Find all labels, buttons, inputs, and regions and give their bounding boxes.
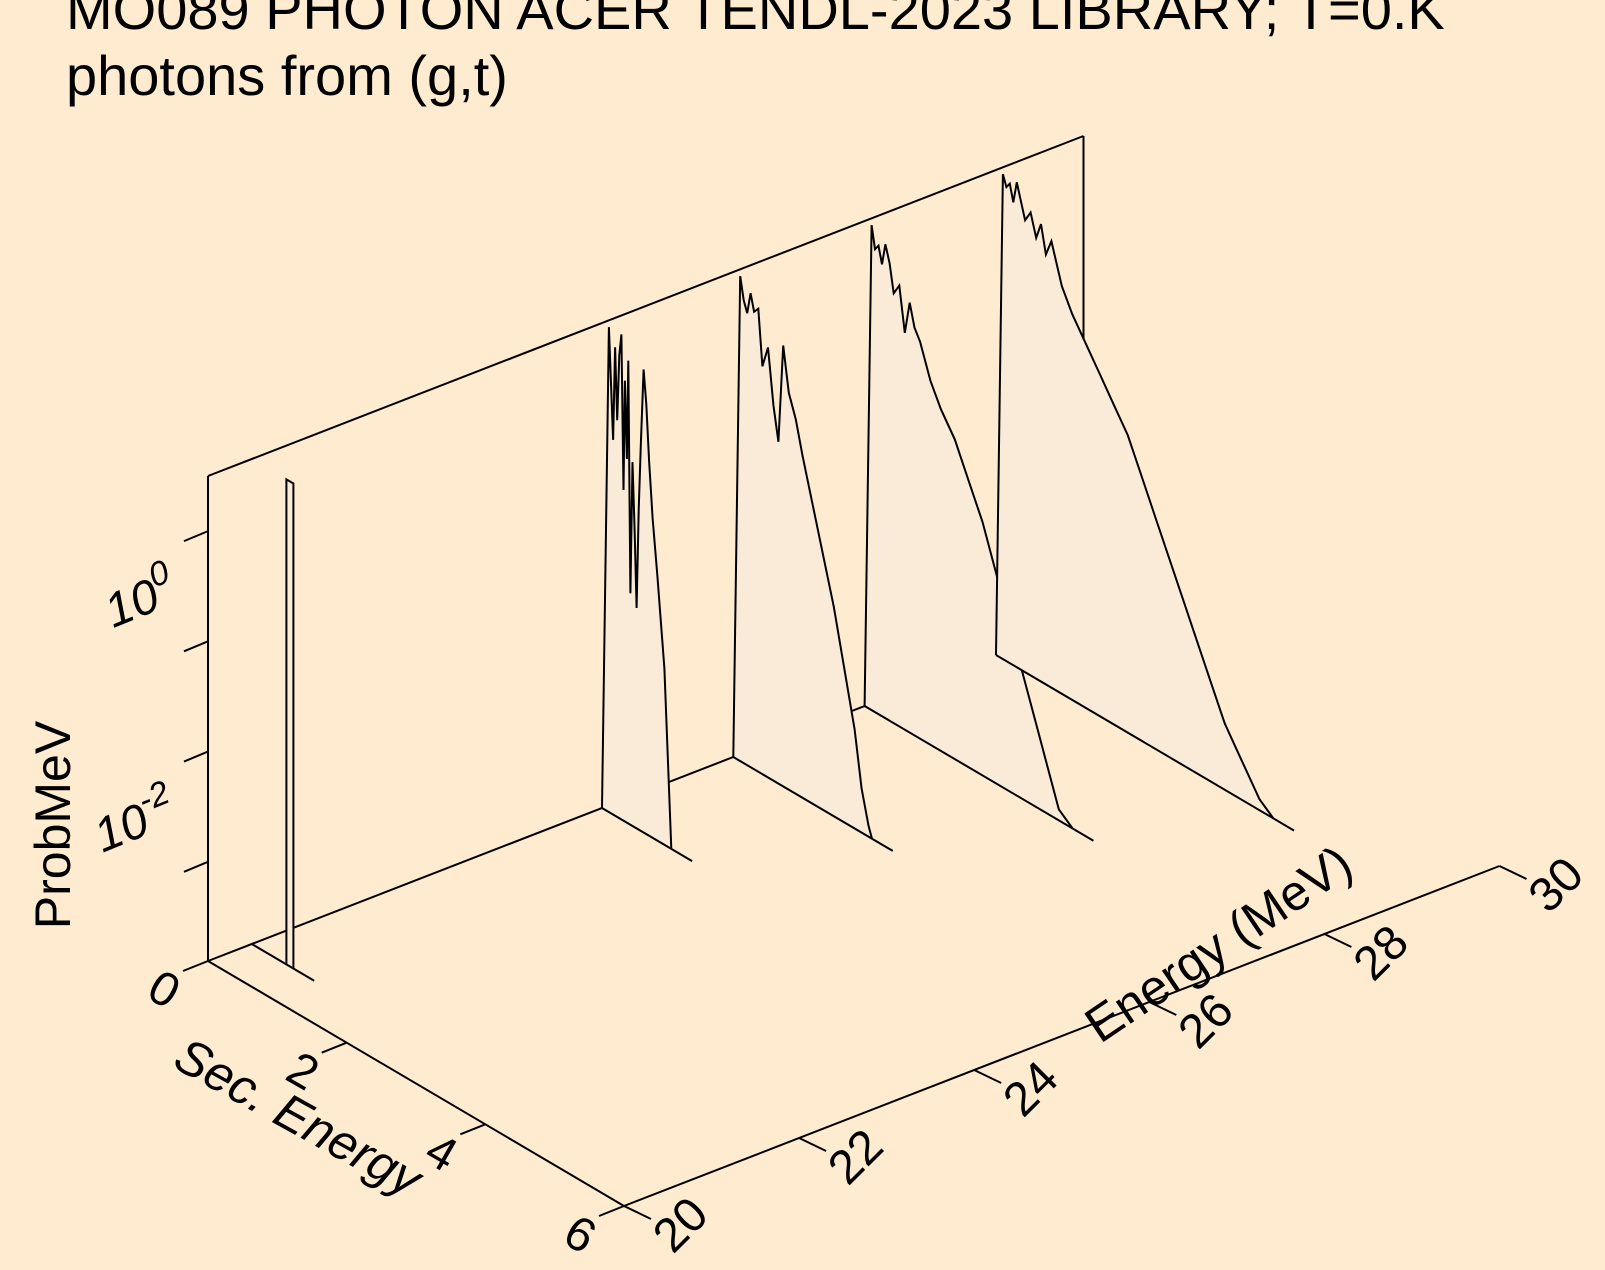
x-tick-22: [799, 1138, 826, 1151]
x-tick-30: [1500, 866, 1527, 879]
x-tick-label-20: 20: [643, 1188, 718, 1263]
y-tick-label-6: 6: [555, 1205, 605, 1264]
spectrum-0: [252, 479, 314, 980]
y-tick-2: [322, 1043, 347, 1053]
y-tick-label-0: 0: [139, 960, 189, 1019]
z-minor-tick: [184, 862, 208, 872]
y-tick-4: [460, 1124, 485, 1134]
x-tick-20: [624, 1206, 651, 1219]
x-tick-label-24: 24: [993, 1052, 1068, 1127]
spectrum-fill: [996, 174, 1273, 818]
x-tick-label-22: 22: [818, 1120, 893, 1195]
z-tick-label--2: 10-2: [83, 773, 184, 863]
spectrum-fill: [286, 479, 293, 968]
z-minor-tick: [184, 641, 208, 651]
z-axis-label: ProbMeV: [25, 720, 81, 929]
axis-frame: [208, 136, 1500, 1206]
x-tick-label-30: 30: [1519, 848, 1594, 923]
y-tick-label-4: 4: [416, 1124, 466, 1183]
y-tick-6: [599, 1206, 624, 1216]
spectrum-baseline: [252, 944, 314, 981]
y-tick-0: [183, 961, 208, 971]
front-floor-edge: [624, 866, 1500, 1206]
x-tick-28: [1324, 934, 1351, 947]
z-tick-0: [184, 531, 208, 541]
spectrum-fill: [733, 276, 872, 839]
x-tick-label-28: 28: [1344, 916, 1419, 991]
spectrum-1: [602, 327, 692, 861]
z-tick-label-0: 100: [93, 553, 184, 639]
spectrum-4: [996, 174, 1294, 830]
spectra-layer: [252, 174, 1294, 981]
z-tick--2: [184, 752, 208, 762]
x-tick-24: [974, 1070, 1001, 1083]
